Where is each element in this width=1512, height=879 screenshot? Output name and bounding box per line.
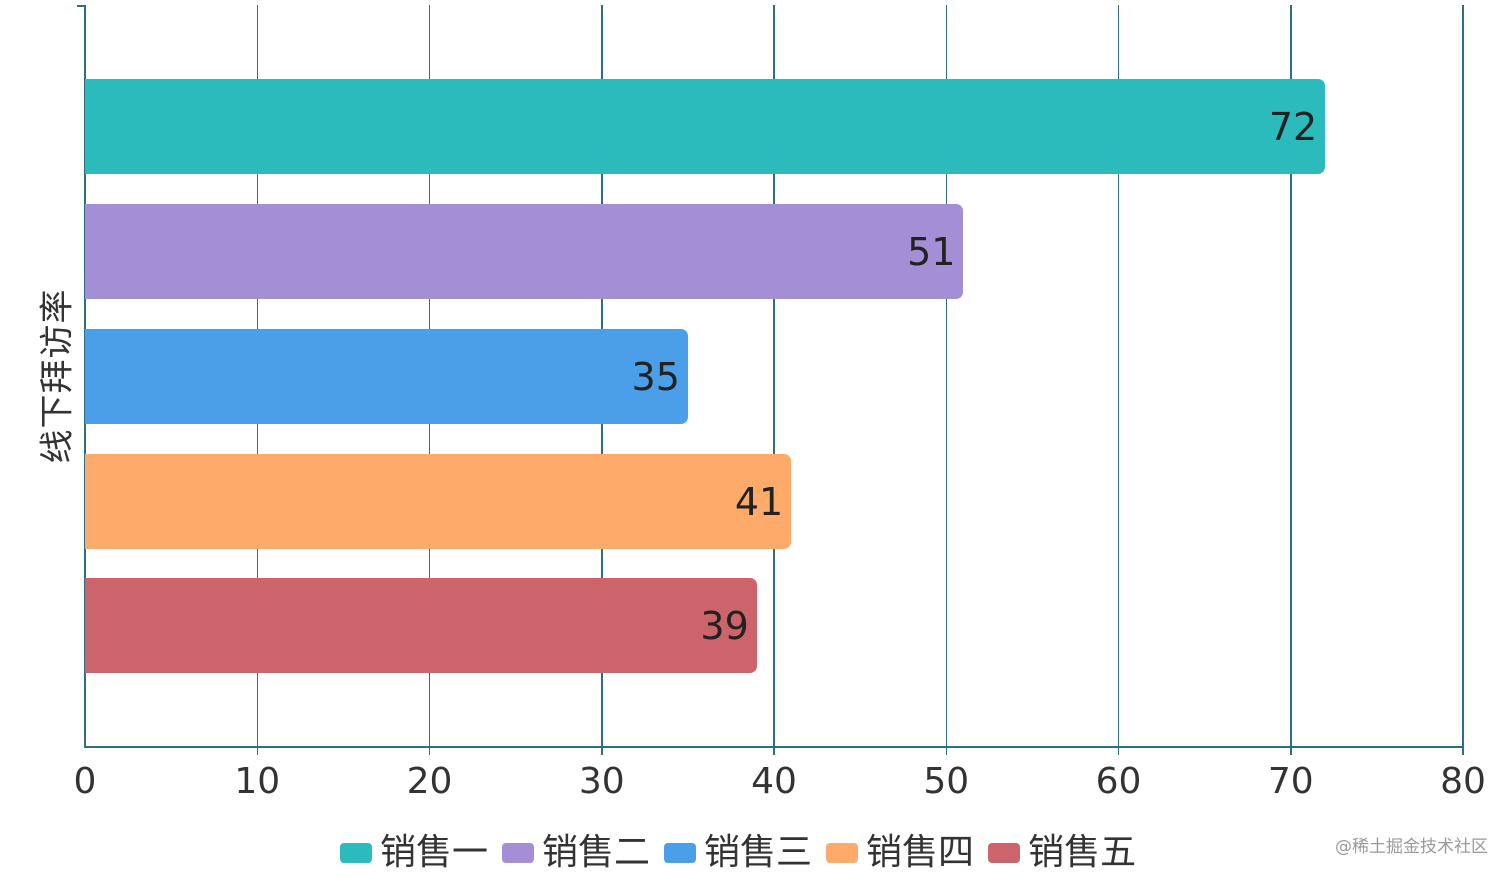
gridline [1462,5,1464,755]
bar-sales-1[interactable]: 72 [85,79,1326,174]
legend-swatch-icon [502,843,535,863]
legend-swatch-icon [664,843,697,863]
x-tick-label: 0 [73,761,97,802]
x-tick-label: 20 [406,761,453,802]
legend-item-sales-5[interactable]: 销售五 [988,831,1136,875]
bar-value-label: 51 [907,229,956,274]
x-axis-line [85,746,1464,748]
gridline [773,5,775,755]
bar-value-label: 39 [700,603,749,648]
legend-item-sales-3[interactable]: 销售三 [664,831,812,875]
x-tick-label: 60 [1095,761,1142,802]
x-tick-label: 50 [923,761,970,802]
legend-item-sales-4[interactable]: 销售四 [826,831,974,875]
legend-swatch-icon [826,843,859,863]
legend-label: 销售五 [1028,832,1137,873]
bar-value-label: 72 [1268,104,1318,149]
gridline [1117,5,1120,755]
legend-label: 销售三 [704,832,813,873]
legend: 销售一 销售二 销售三 销售四 销售五 [340,830,1136,876]
x-tick-label: 80 [1440,761,1486,802]
x-tick-label: 10 [234,761,281,802]
watermark: @稀土掘金技术社区 [1335,837,1488,857]
bar-value-label: 41 [734,479,784,524]
legend-swatch-icon [988,843,1021,863]
y-axis-top-tick [77,5,85,7]
bar-sales-3[interactable]: 35 [85,329,688,424]
bar-value-label: 35 [631,354,680,399]
legend-label: 销售二 [542,832,651,873]
gridline [945,5,947,755]
legend-label: 销售四 [866,832,975,873]
legend-swatch-icon [340,843,372,863]
bar-sales-5[interactable]: 39 [85,578,757,673]
bar-sales-2[interactable]: 51 [85,204,964,299]
bar-sales-4[interactable]: 41 [85,454,792,549]
gridline [1290,5,1292,755]
y-axis-title: 线下拜访率 [37,288,78,464]
legend-item-sales-2[interactable]: 销售二 [502,831,650,875]
x-tick-label: 70 [1267,761,1314,802]
legend-item-sales-1[interactable]: 销售一 [340,831,488,875]
x-tick-label: 40 [751,761,797,802]
x-tick-label: 30 [578,761,625,802]
legend-label: 销售一 [380,832,489,873]
